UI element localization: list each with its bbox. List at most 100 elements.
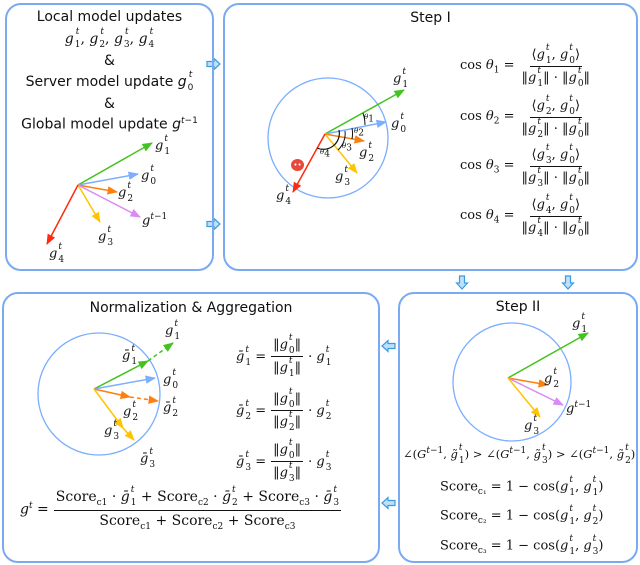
vector-g3bar-arrow [122,427,135,441]
vector-g2-arrow [77,184,119,195]
flow-arrow-down-icon [561,275,575,290]
label-theta4: θ4 [320,148,330,160]
denominator: ‖g t 2 ‖ · ‖g t 0 ‖ [521,117,591,140]
equation-lhs: cos θ2 = [460,108,515,127]
equation-lhs: cos θ4 = [460,207,515,226]
denominator: ‖g t 4 ‖ · ‖g t 0 ‖ [521,216,591,239]
numerator: ⟨g t 4, g t 0 ⟩ [529,193,583,217]
vector-g0-arrow [93,375,157,390]
vector-g4-arrow [292,133,326,193]
score-c1: Scorec₁ = 1 − cos(g t 1, g t 1) [440,475,604,498]
vector-gprev-arrow [507,377,564,406]
denominator: ‖g t 2 ‖ [273,410,302,433]
cosine-equation-2: cos θ2 = ⟨g t 2, g t 0 ⟩ ‖g t 2 ‖ · ‖g t 0 ‖ [460,94,593,140]
fraction: ‖g t 0 ‖ ‖g t 2 ‖ [271,387,304,433]
fraction: ‖g t 0 ‖ ‖g t 3 ‖ [271,438,304,484]
angle-theta3-arc [337,130,346,151]
fraction: ⟨g t 3, g t 0 ⟩ ‖g t 3 ‖ · ‖g t 0 ‖ [520,144,593,189]
vector-g3-arrow [324,133,358,174]
panel-step2 [398,292,638,563]
panel-step1 [223,3,638,271]
aggregation-lhs: gt = [20,501,49,519]
unit-circle [452,322,572,442]
norm-title: Normalization & Aggregation [89,300,293,316]
equation-lhs: cos θ3 = [460,157,515,176]
cosine-equation-1: cos θ1 = ⟨g t 1, g t 0 ⟩ ‖g t 1 ‖ · ‖g t 0 ‖ [460,44,593,89]
vector-g1-arrow [77,142,153,186]
label-gprev: gt−1 [142,212,168,229]
step2-title: Step II [495,299,541,315]
numerator: ‖g t 0 ‖ [271,333,304,357]
fraction: ⟨g t 1, g t 0 ⟩ ‖g t 1 ‖ · ‖g t 0 ‖ [520,44,593,89]
label-theta1: θ1 [364,113,374,125]
inputs-line4: Global model update gt−1 [21,116,198,133]
cosine-equation-4: cos θ4 = ⟨g t 4, g t 0 ⟩ ‖g t 4 ‖ · ‖g t 0 ‖ [460,193,593,239]
label-gprev: gt−1 [566,400,592,417]
vector-g2bar-dashed-arrow [129,395,160,404]
denominator: ‖g t 1 ‖ · ‖g t 0 ‖ [521,66,591,89]
inputs-line1: Local model updates [36,9,183,25]
numerator: ⟨g t 2, g t 0 ⟩ [529,94,583,118]
fraction: ⟨g t 2, g t 0 ⟩ ‖g t 2 ‖ · ‖g t 0 ‖ [520,94,593,140]
angle-theta1-arc [362,112,366,126]
numerator: ‖g t 0 ‖ [271,438,304,462]
inputs-amp2: & [104,96,115,112]
angle-theta2-arc [351,127,354,140]
vector-g3-arrow [93,388,124,429]
unit-circle [37,332,161,456]
vector-g2-arrow [93,388,132,400]
score-c2: Scorec₂ = 1 − cos(g t 1, g t 2) [440,504,604,527]
denominator: ‖g t 3 ‖ [273,461,302,484]
vector-g1-arrow [507,332,589,379]
cosine-equation-3: cos θ3 = ⟨g t 3, g t 0 ⟩ ‖g t 3 ‖ · ‖g t 0 ‖ [460,144,593,189]
vector-g1-arrow [324,89,405,135]
score-c3: Scorec₃ = 1 − cos(g t 1, g t 3) [440,534,604,557]
panel-inputs [5,3,214,271]
inputs-amp1: & [104,53,115,69]
flow-arrow-left-icon [381,496,396,510]
aggregation-denominator: Scorec1 + Scorec2 + Scorec3 [99,512,296,532]
fraction: ‖g t 0 ‖ ‖g t 1 ‖ [271,333,304,379]
label-theta3: θ3 [342,142,352,154]
numerator: ‖g t 0 ‖ [271,387,304,411]
devil-icon: •• [291,159,304,171]
flow-arrow-left-icon [381,339,396,353]
angle-inequality: ∠(Gt−1, g̃t1) > ∠(Gt−1, g̃t3) > ∠(Gt−1, … [403,443,636,466]
vector-g0-arrow [324,119,388,135]
panel-normalization [2,292,380,563]
vector-g2-arrow [507,377,550,388]
step1-title: Step I [410,10,451,26]
fraction: ⟨g t 4, g t 0 ⟩ ‖g t 4 ‖ · ‖g t 0 ‖ [520,193,593,239]
